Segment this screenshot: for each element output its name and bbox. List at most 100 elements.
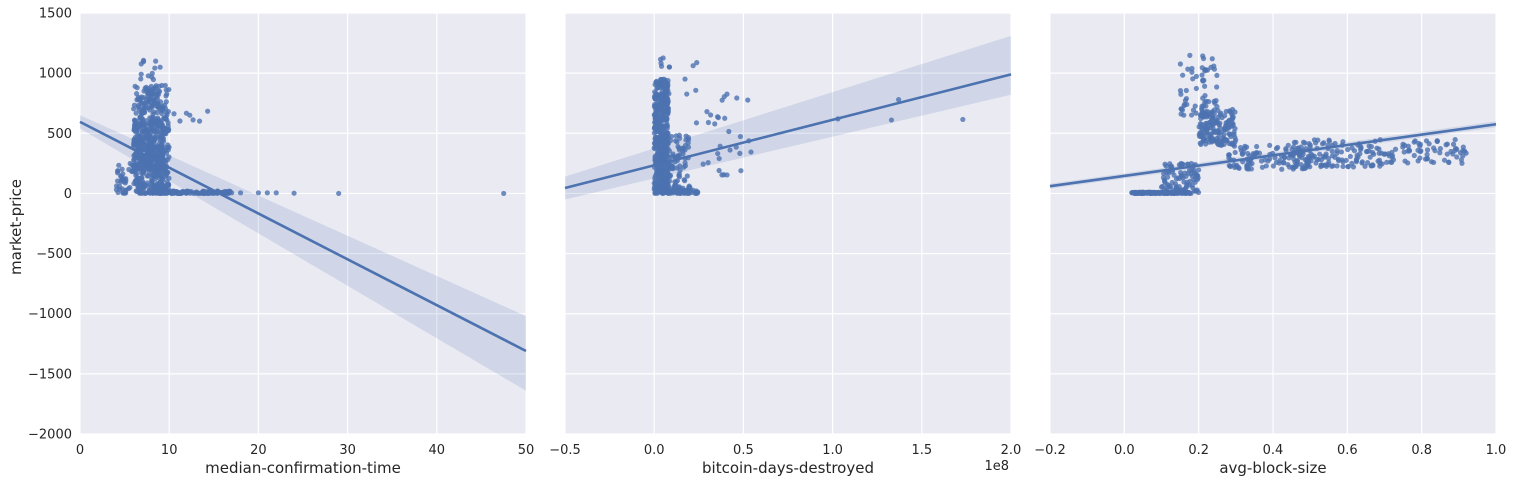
scatter-point [1283, 146, 1289, 152]
scatter-point [681, 164, 687, 170]
scatter-point [237, 190, 244, 196]
scatter-point [1437, 150, 1443, 156]
scatter-point [1334, 150, 1340, 156]
scatter-point [652, 116, 658, 122]
scatter-point [1368, 144, 1375, 150]
scatter-point [157, 64, 163, 70]
scatter-point [1330, 163, 1336, 169]
scatter-point [1358, 145, 1364, 151]
scatter-point [660, 112, 666, 118]
scatter-point [1434, 138, 1440, 144]
scatter-point [255, 190, 261, 196]
scatter-point [1325, 155, 1332, 162]
scatter-point [1298, 161, 1304, 168]
scatter-point [140, 179, 146, 185]
scatter-point [1460, 144, 1466, 150]
scatter-point [1281, 154, 1287, 160]
scatter-point [1366, 148, 1372, 154]
scatter-point [1318, 162, 1324, 168]
scatter-point [663, 123, 669, 129]
scatter-point [136, 155, 142, 162]
scatter-point [134, 85, 140, 91]
scatter-point [1378, 150, 1385, 156]
scatter-point [146, 162, 152, 168]
scatter-point [1211, 111, 1217, 117]
scatter-point [1291, 139, 1298, 145]
scatter-point [1224, 119, 1231, 125]
scatter-point [164, 189, 170, 195]
scatter-point [155, 101, 161, 108]
scatter-point [131, 136, 137, 142]
scatter-point [1178, 111, 1184, 117]
scatter-point [1198, 116, 1204, 122]
scatter-point [1365, 160, 1371, 166]
scatter-point [652, 89, 658, 95]
scatter-point [658, 136, 664, 142]
scatter-point [1329, 148, 1335, 154]
scatter-point [1270, 163, 1277, 169]
scatter-point [719, 172, 725, 178]
x-tick-label: 0.8 [1411, 443, 1432, 458]
scatter-point [1389, 159, 1395, 165]
scatter-point [665, 109, 671, 115]
scatter-point [663, 181, 669, 188]
scatter-point [150, 114, 156, 120]
scatter-point [1222, 126, 1228, 132]
scatter-point [1178, 91, 1184, 97]
scatter-point [142, 121, 149, 127]
x-tick-label: 0.0 [1114, 443, 1135, 458]
scatter-point [1359, 160, 1365, 166]
scatter-point [655, 169, 662, 175]
scatter-point [149, 172, 155, 178]
scatter-point [1173, 176, 1180, 182]
scatter-point [1362, 163, 1368, 169]
scatter-point [1199, 72, 1205, 78]
scatter-point [184, 188, 190, 194]
scatter-point [693, 120, 700, 126]
x-tick-label: 1.0 [1486, 443, 1507, 458]
plot-area [80, 13, 526, 434]
scatter-point [150, 181, 156, 187]
scatter-point [1242, 145, 1248, 152]
scatter-point [144, 127, 150, 133]
scatter-point [1189, 65, 1195, 72]
scatter-point [737, 150, 743, 157]
scatter-point [148, 119, 154, 125]
scatter-point [660, 190, 666, 196]
scatter-point [1443, 142, 1449, 148]
scatter-point [694, 60, 700, 66]
x-tick-label: 1.5 [911, 443, 932, 458]
x-tick-label: 0 [76, 443, 84, 458]
y-tick-label: 1000 [39, 67, 72, 82]
scatter-point [674, 165, 680, 171]
scatter-point [1376, 146, 1382, 152]
scatter-point [1144, 190, 1150, 196]
scatter-point [1329, 153, 1336, 159]
scatter-point [1254, 143, 1260, 150]
scatter-point [658, 83, 664, 90]
scatter-point [1223, 108, 1229, 115]
scatter-point [1209, 121, 1215, 127]
scatter-point [1212, 129, 1219, 136]
scatter-point [205, 108, 211, 114]
scatter-point [655, 156, 662, 162]
scatter-point [198, 190, 204, 197]
scatter-point [1149, 189, 1155, 196]
scatter-point [144, 180, 150, 186]
scatter-point [154, 183, 160, 189]
scatter-point [682, 190, 688, 196]
scatter-point [1211, 63, 1217, 69]
scatter-point [737, 133, 743, 140]
x-axis-label-median-confirmation-time: median-confirmation-time [205, 459, 401, 477]
scatter-point [1232, 139, 1238, 145]
scatter-point [159, 110, 165, 117]
scatter-point [152, 65, 158, 71]
scatter-point [1326, 138, 1332, 144]
scatter-points [651, 55, 966, 197]
scatter-point [660, 91, 666, 97]
x-tick-label: 0.6 [1337, 443, 1358, 458]
scatter-point [156, 168, 162, 174]
scatter-point [165, 182, 172, 189]
scatter-point [145, 73, 151, 79]
scatter-point [138, 184, 145, 191]
